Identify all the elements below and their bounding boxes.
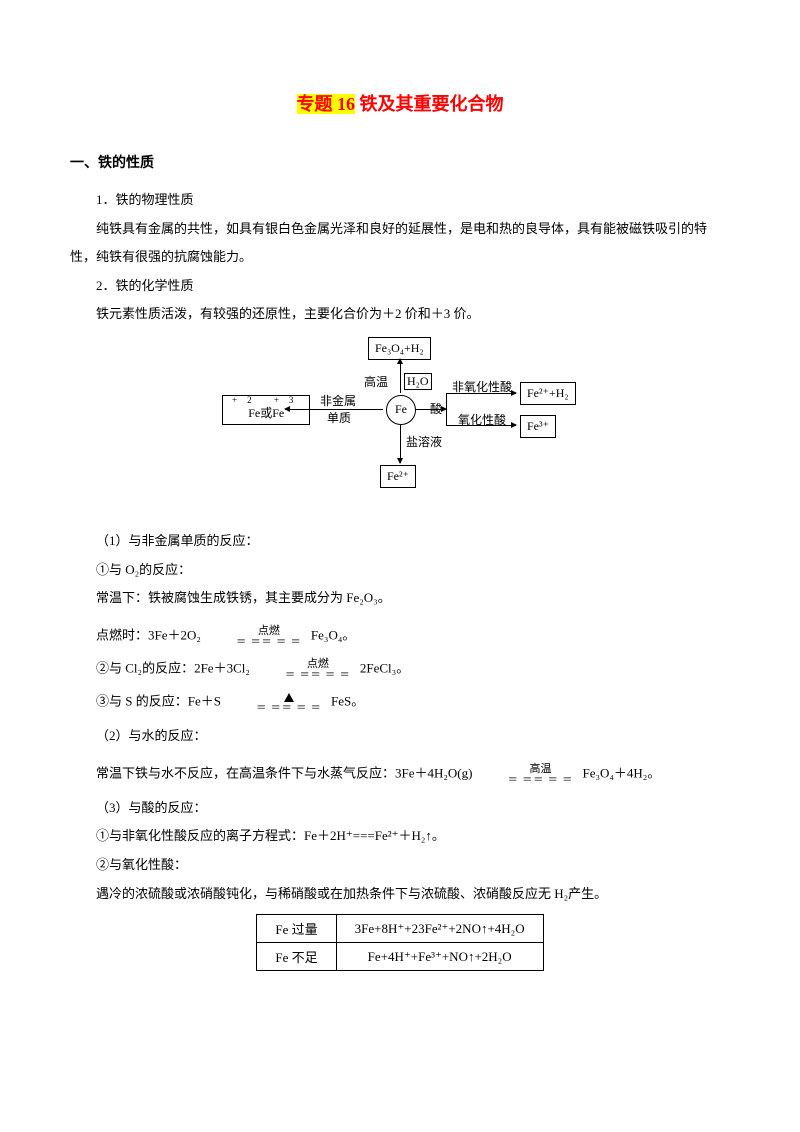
- r3b-head: ②与氧化性酸：: [70, 851, 730, 880]
- reaction-table: Fe 过量 3Fe+8H⁺+23Fe²⁺+2NO↑+4H₂O Fe 不足 Fe+…: [256, 914, 543, 971]
- diagram-top-box: Fe₃O₄+H₂: [368, 337, 431, 360]
- lbl-salt: 盐溶液: [406, 433, 442, 450]
- arrow-up: [400, 359, 401, 393]
- title-rest: 铁及其重要化合物: [355, 94, 504, 114]
- reaction-diagram: Fe₃O₄+H₂ 高温 H₂O +2 +3 Fe或Fe 非金属 单质 Fe 酸 …: [190, 337, 610, 517]
- diagram-center: Fe: [386, 395, 416, 425]
- section-heading: 一、铁的性质: [70, 152, 730, 172]
- lbl-h2o: H₂O: [404, 373, 432, 390]
- cell: Fe 过量: [257, 915, 336, 943]
- r2-head: （2）与水的反应：: [70, 722, 730, 751]
- lbl-ox: 氧化性酸: [458, 411, 506, 428]
- arrow-right-stub: [416, 409, 446, 410]
- sub2-title: 2．铁的化学性质: [70, 272, 730, 301]
- diagram-right-top-box: Fe²⁺+H₂: [520, 382, 576, 405]
- cond-hightemp: 高温 ＝ ＝＝ ＝ ＝: [482, 763, 574, 786]
- sub2-text: 铁元素性质活泼，有较强的还原性，主要化合价为＋2 价和＋3 价。: [70, 300, 730, 329]
- diagram-bottom-box: Fe²⁺: [380, 465, 416, 488]
- cell: 3Fe+8H⁺+23Fe²⁺+2NO↑+4H₂O: [336, 915, 543, 943]
- r3b-text: 遇冷的浓硫酸或浓硝酸钝化，与稀硝酸或在加热条件下与浓硫酸、浓硝酸反应无 H₂产生…: [70, 880, 730, 909]
- lbl-nonmetal-top: 非金属: [320, 392, 356, 409]
- lbl-gaowen: 高温: [364, 373, 388, 390]
- lbl-nonmetal-bot: 单质: [327, 409, 351, 426]
- arrow-down: [400, 425, 401, 463]
- lbl-nonox: 非氧化性酸: [452, 378, 512, 395]
- cell: Fe 不足: [257, 943, 336, 971]
- diagram-right-bot-box: Fe³⁺: [520, 415, 556, 438]
- table-row: Fe 过量 3Fe+8H⁺+23Fe²⁺+2NO↑+4H₂O: [257, 915, 543, 943]
- eq-s: ③与 S 的反应：Fe＋S ＝ ＝＝ ＝ ＝ FeS。: [70, 689, 730, 712]
- cell: Fe+4H⁺+Fe³⁺+NO↑+2H₂O: [336, 943, 543, 971]
- split-vert: [446, 393, 447, 425]
- page-title: 专题 16 铁及其重要化合物: [70, 90, 730, 116]
- title-highlight: 专题 16: [297, 94, 356, 114]
- table-row: Fe 不足 Fe+4H⁺+Fe³⁺+NO↑+2H₂O: [257, 943, 543, 971]
- page: 专题 16 铁及其重要化合物 一、铁的性质 1．铁的物理性质 纯铁具有金属的共性…: [0, 0, 800, 1011]
- cond-ignite2: 点燃 ＝ ＝＝ ＝ ＝: [259, 658, 351, 681]
- sub1-text: 纯铁具有金属的共性，如具有银白色金属光泽和良好的延展性，是电和热的良导体，具有能…: [70, 215, 730, 272]
- r1a-head: ①与 O₂的反应：: [70, 556, 730, 585]
- r1a-text: 常温下：铁被腐蚀生成铁锈，其主要成分为 Fe₂O₃。: [70, 584, 730, 613]
- sub1-title: 1．铁的物理性质: [70, 186, 730, 215]
- r3-head: （3）与酸的反应：: [70, 794, 730, 823]
- triangle-icon: [284, 693, 294, 702]
- r1-head: （1）与非金属单质的反应：: [70, 527, 730, 556]
- eq-water: 常温下铁与水不反应，在高温条件下与水蒸气反应：3Fe＋4H₂O(g) 高温 ＝ …: [70, 761, 730, 784]
- cond-heat: ＝ ＝＝ ＝ ＝: [230, 691, 322, 714]
- eq-ignite: 点燃时：3Fe＋2O₂ 点燃 ＝ ＝＝ ＝ ＝ Fe₃O₄。: [70, 623, 730, 646]
- eq-cl2: ②与 Cl₂的反应：2Fe＋3Cl₂ 点燃 ＝ ＝＝ ＝ ＝ 2FeCl₃。: [70, 656, 730, 679]
- r3a: ①与非氧化性酸反应的离子方程式：Fe＋2H⁺===Fe²⁺＋H₂↑。: [70, 822, 730, 851]
- cond-ignite: 点燃 ＝ ＝＝ ＝ ＝: [210, 625, 302, 648]
